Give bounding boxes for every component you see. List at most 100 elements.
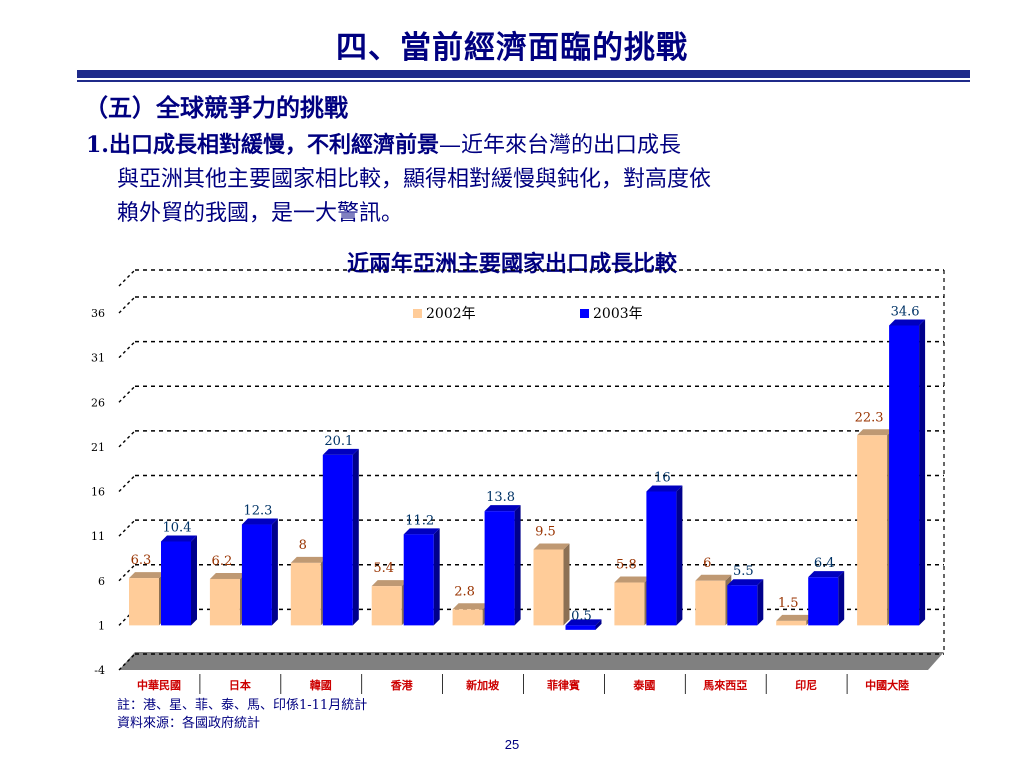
bar-2003	[808, 577, 839, 626]
bar-2002	[695, 580, 726, 626]
x-category-label: 馬來西亞	[703, 678, 747, 692]
y-tick-label: -4	[94, 664, 105, 677]
data-label-2003: 5.5	[733, 564, 754, 579]
gridline-depth	[118, 475, 136, 492]
data-label-2002: 6	[703, 556, 711, 571]
x-category-label: 印尼	[795, 679, 817, 692]
gridline-depth	[118, 269, 136, 287]
x-category-label: 中國大陸	[865, 678, 909, 692]
gridline-depth	[118, 296, 136, 314]
bar-2003	[889, 325, 920, 626]
bar-2002	[371, 586, 402, 626]
y-tick-label: 1	[98, 619, 105, 632]
bar-2003-side	[676, 485, 683, 626]
bullet-point: 1.出口成長相對緩慢，不利經濟前景—近年來台灣的出口成長 與亞洲其他主要國家相比…	[86, 128, 966, 231]
y-tick-label: 31	[91, 352, 105, 365]
x-category-label: 韓國	[310, 678, 332, 692]
data-label-2003: 10.4	[163, 520, 192, 535]
bar-2002-top	[776, 614, 813, 621]
data-label-2002: 1.5	[778, 596, 799, 611]
bar-2003-side	[271, 518, 278, 626]
point-line-1: 近年來台灣的出口成長	[460, 133, 681, 158]
data-label-2003: 13.8	[486, 490, 515, 505]
data-label-2003: 16	[654, 471, 671, 486]
gridline-depth	[118, 653, 136, 671]
bar-2003	[241, 524, 272, 626]
title-underline-thin	[77, 80, 970, 82]
bar-2003	[646, 491, 677, 626]
x-category-label: 泰國	[632, 678, 655, 692]
y-tick-label: 6	[98, 575, 105, 588]
footnote-source: 資料來源：各國政府統計	[117, 716, 261, 731]
bar-2002	[614, 582, 645, 626]
bar-2003-top	[646, 485, 683, 492]
bar-2003-side	[838, 571, 845, 626]
data-label-2002: 6.2	[212, 554, 233, 569]
bar-2002-top	[371, 580, 408, 587]
bar-2002-top	[533, 543, 570, 550]
page-number: 25	[504, 737, 520, 752]
data-label-2003: 12.3	[243, 504, 272, 519]
data-label-2002: 5.4	[373, 561, 394, 576]
data-label-2002: 9.5	[535, 525, 556, 540]
bar-2003-top	[403, 528, 440, 535]
bar-2002	[776, 620, 807, 626]
bar-2003-top	[889, 319, 926, 326]
legend-label-2003: 2003年	[593, 306, 643, 322]
bar-2002-top	[209, 572, 246, 579]
bar-2003-side	[919, 319, 926, 626]
x-category-label: 中華民國	[137, 678, 181, 692]
y-tick-label: 21	[91, 441, 105, 454]
data-label-2002: 8	[299, 538, 307, 553]
point-lead: 出口成長相對緩慢，不利經濟前景	[108, 132, 439, 158]
y-tick-label: 16	[91, 486, 105, 499]
bar-2002-top	[614, 576, 651, 583]
legend-label-2002: 2002年	[426, 306, 476, 322]
data-label-2002: 5.8	[616, 558, 637, 573]
data-label-2003: 0.5	[571, 609, 592, 624]
chart-title: 近兩年亞洲主要國家出口成長比較	[346, 251, 677, 277]
bar-2003-top	[727, 579, 764, 586]
bar-2002-top	[452, 603, 489, 610]
y-tick-label: 26	[91, 396, 105, 409]
data-label-2003: 20.1	[324, 434, 353, 449]
bar-2003	[322, 454, 353, 626]
gridline-depth	[118, 430, 136, 448]
bar-2003-side	[595, 619, 602, 630]
slide-title: 四、當前經濟面臨的挑戰	[336, 30, 688, 66]
x-category-label: 菲律賓	[547, 678, 580, 692]
x-category-label: 日本	[229, 678, 251, 692]
bar-2003-top	[241, 518, 278, 525]
bar-2003	[727, 585, 758, 626]
y-tick-label: 11	[91, 530, 105, 543]
gridline-depth	[118, 519, 136, 537]
section-heading: （五）全球競爭力的挑戰	[84, 93, 348, 122]
bar-2003-top	[808, 571, 845, 578]
gridline-depth	[118, 564, 136, 582]
bar-2002-side	[563, 543, 570, 626]
data-label-2002: 22.3	[855, 410, 884, 425]
footnote-note: 註：港、星、菲、泰、馬、印係1-11月統計	[117, 698, 368, 713]
point-line-3: 賴外貿的我國，是一大警訊。	[117, 201, 404, 226]
bar-2002	[209, 578, 240, 626]
bar-2002-top	[290, 556, 327, 563]
point-line-2: 與亞洲其他主要國家相比較，顯得相對緩慢與鈍化，對高度依	[117, 167, 712, 192]
x-category-label: 香港	[390, 678, 414, 692]
legend-swatch-2003	[580, 309, 589, 318]
bar-2003-side	[352, 448, 359, 626]
bar-2002	[129, 578, 159, 626]
bar-2003-side	[757, 579, 764, 626]
bar-2002-top	[857, 429, 894, 436]
bar-2002	[533, 549, 564, 626]
data-label-2003: 6.4	[814, 556, 835, 571]
bar-2002	[290, 562, 321, 626]
data-label-2003: 11.2	[405, 513, 434, 528]
bar-2003-top	[565, 619, 602, 626]
chart-floor	[119, 652, 944, 670]
title-underline-thick	[77, 70, 970, 78]
bar-2002-top	[129, 572, 165, 579]
bar-2003-side	[433, 528, 440, 626]
bar-2002	[857, 435, 888, 626]
data-label-2003: 34.6	[891, 304, 920, 319]
bar-2003-side	[191, 535, 197, 626]
